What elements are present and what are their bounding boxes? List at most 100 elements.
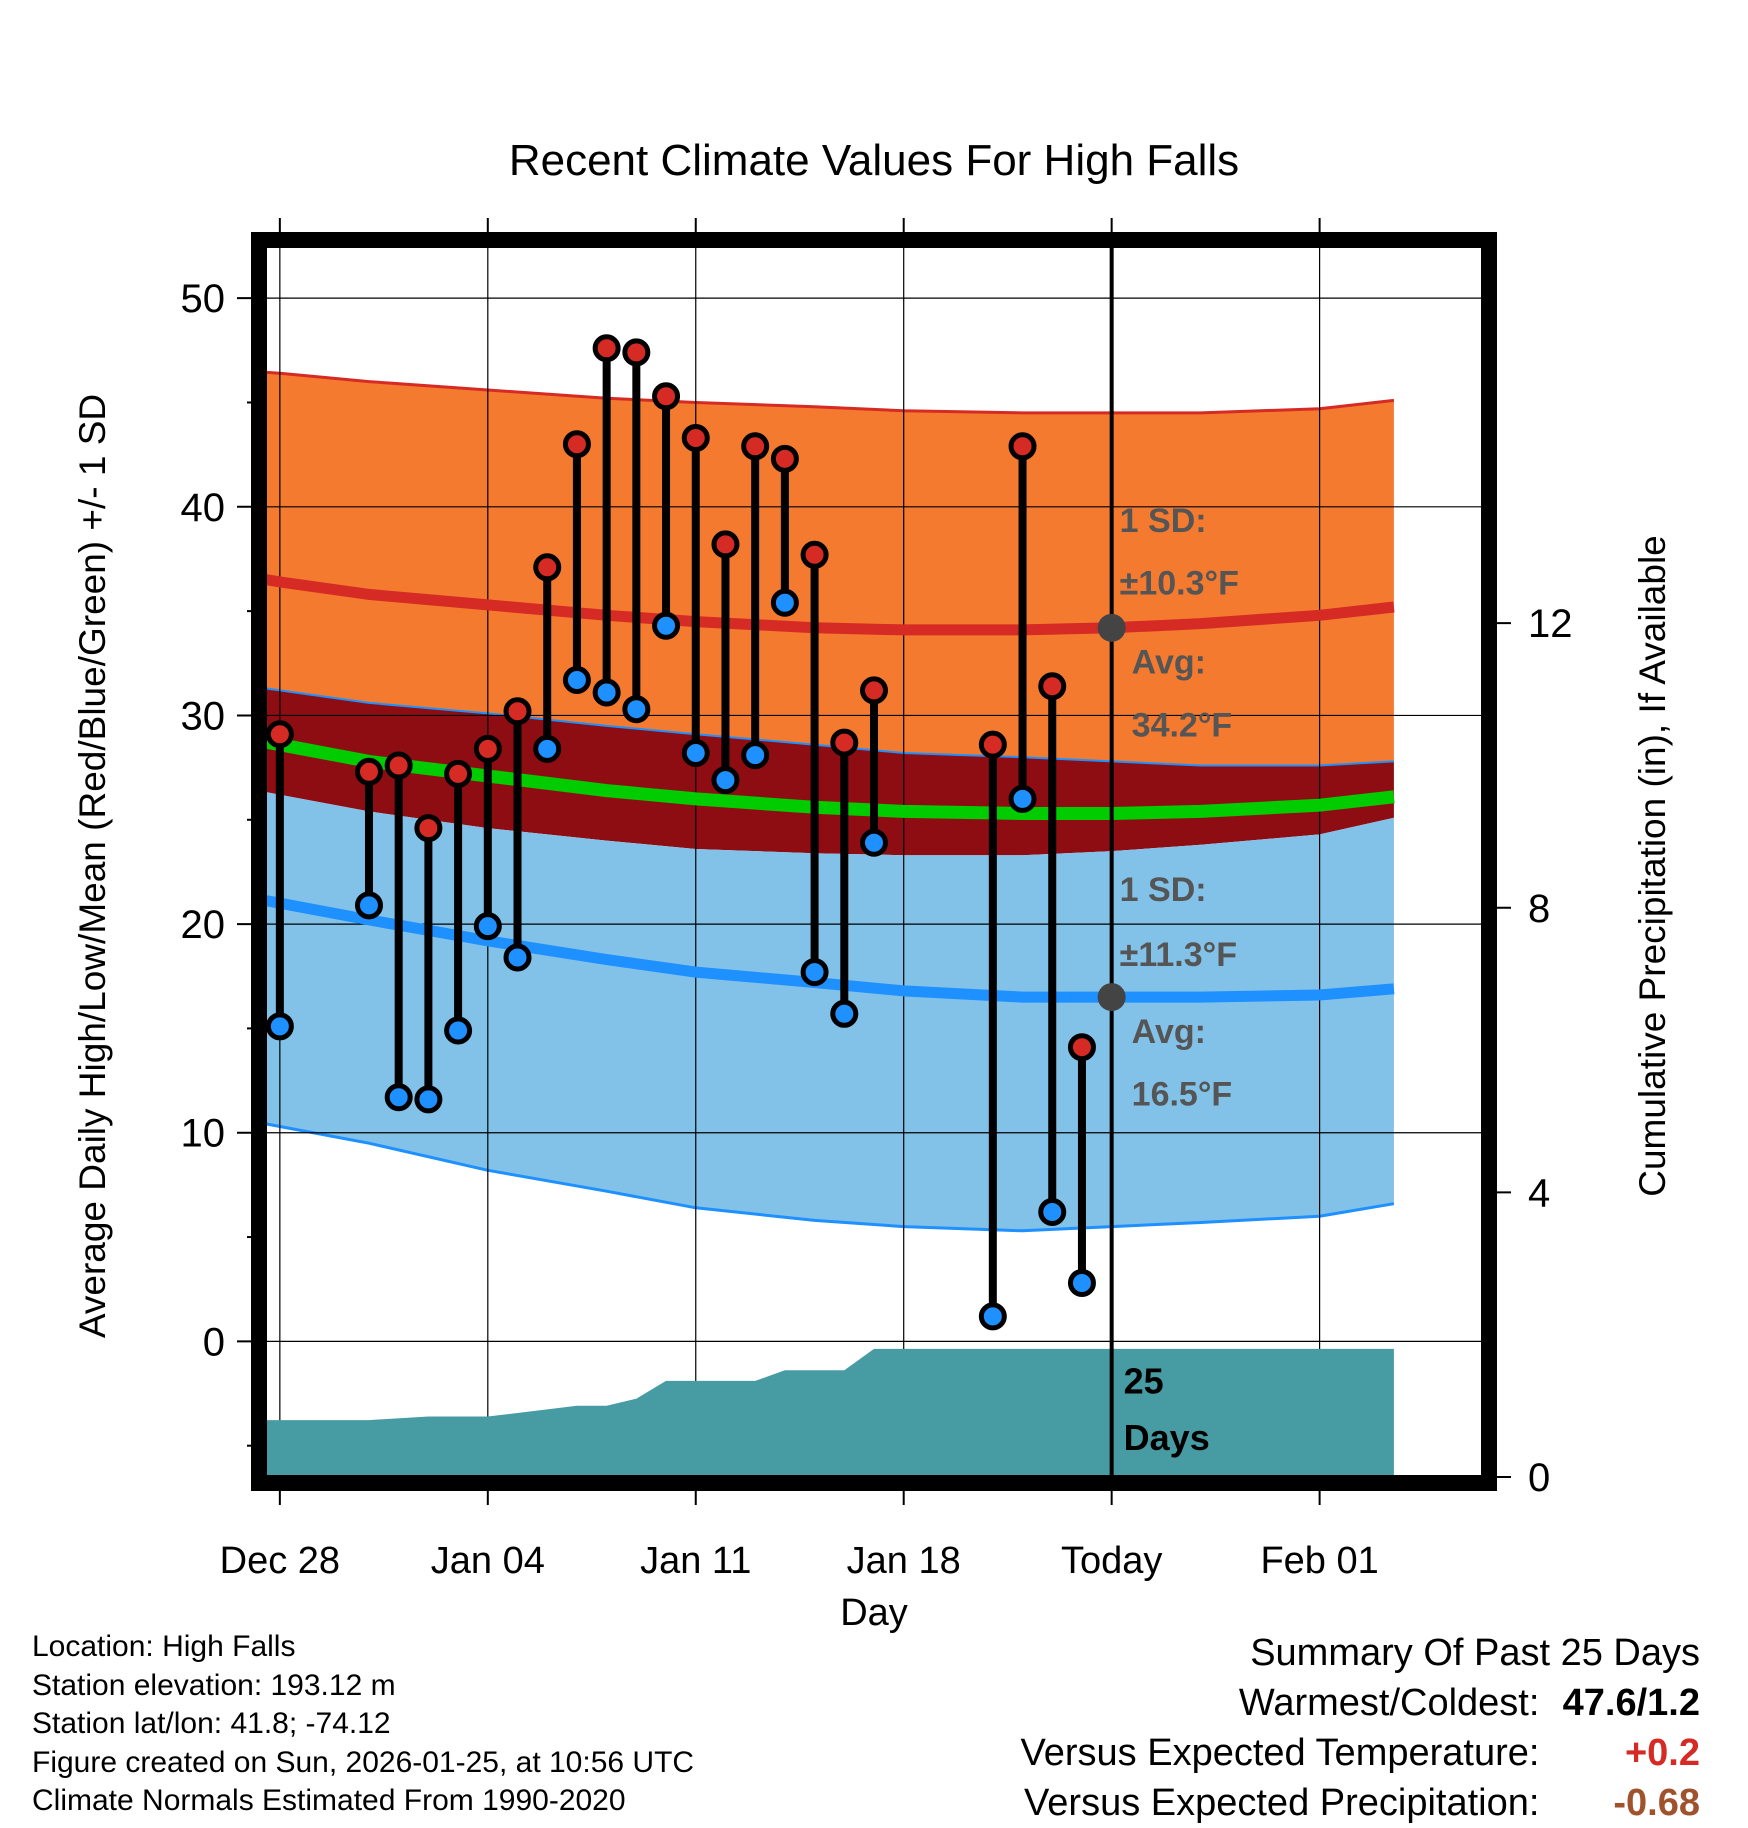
warmest-value: 47.6/1.2 (1562, 1682, 1700, 1724)
precipitation-area (265, 1348, 1394, 1477)
y-right-tick-label: 0 (1528, 1456, 1550, 1500)
obs-high-marker (562, 430, 591, 459)
obs-low-marker (533, 734, 562, 763)
obs-low-marker (444, 1016, 473, 1045)
obs-high-marker (830, 728, 859, 757)
obs-high-marker (384, 751, 413, 780)
y-axis-right-label: Cumulative Precipitation (in), If Availa… (1632, 535, 1673, 1197)
low-avg-value: 16.5°F (1132, 1076, 1233, 1114)
x-tick-label: Jan 04 (431, 1540, 545, 1582)
obs-low-marker (770, 588, 799, 617)
elevation-text: Station elevation: 193.12 m (32, 1668, 396, 1702)
obs-high-marker (622, 338, 651, 367)
obs-low-marker (1008, 784, 1037, 813)
high-avg-value: 34.2°F (1132, 706, 1233, 744)
obs-high-marker (592, 334, 621, 363)
low-sd-label: 1 SD: (1120, 871, 1207, 909)
plot-area: 1 SD: ±10.3°F Avg: 34.2°F 1 SD: ±11.3°F Avg: 16… (209, 246, 1483, 1477)
obs-high-marker (711, 530, 740, 559)
high-sd-label: 1 SD: (1120, 502, 1207, 540)
y-axis-label: Average Daily High/Low/Mean (Red/Blue/Gr… (72, 394, 113, 1338)
y-tick-label: 50 (181, 277, 226, 321)
obs-high-marker (354, 757, 383, 786)
summary-title: Summary Of Past 25 Days (1250, 1632, 1700, 1674)
latlon-text: Station lat/lon: 41.8; -74.12 (32, 1707, 391, 1740)
summary-warmest-row: Warmest/Coldest: 47.6/1.2 (1021, 1678, 1700, 1728)
low-avg-label: Avg: (1132, 1013, 1206, 1051)
obs-high-marker (473, 734, 502, 763)
obs-high-marker (1038, 672, 1067, 701)
x-tick-label: Feb 01 (1260, 1540, 1378, 1582)
today-high-avg-marker (1097, 613, 1126, 642)
chart-title: Recent Climate Values For High Falls (509, 136, 1239, 185)
obs-low-marker (1067, 1268, 1096, 1297)
precip-label: Versus Expected Precipitation: (1024, 1782, 1540, 1824)
obs-high-marker (652, 382, 681, 411)
y-tick-label: 20 (181, 903, 226, 947)
obs-high-marker (444, 759, 473, 788)
days-count: 25 (1124, 1361, 1164, 1402)
y-tick-label: 0 (203, 1320, 225, 1364)
obs-low-marker (414, 1085, 443, 1114)
x-tick-label: Jan 18 (847, 1540, 961, 1582)
obs-low-marker (473, 912, 502, 941)
y-tick-label: 40 (181, 486, 226, 530)
obs-high-marker (1067, 1033, 1096, 1062)
obs-low-marker (622, 695, 651, 724)
obs-low-marker (830, 999, 859, 1028)
obs-high-marker (414, 814, 443, 843)
location-text: Location: High Falls (32, 1630, 296, 1663)
obs-high-marker (800, 540, 829, 569)
obs-high-marker (860, 676, 888, 705)
obs-high-marker (681, 423, 710, 452)
warmest-label: Warmest/Coldest: (1238, 1682, 1540, 1724)
obs-low-marker (681, 739, 710, 768)
precip-value: -0.68 (1613, 1782, 1700, 1824)
high-sd-value: ±10.3°F (1120, 564, 1239, 602)
low-lower-line (265, 1122, 1395, 1233)
low-sd-value: ±11.3°F (1120, 936, 1237, 974)
plot-frame (251, 232, 1497, 1491)
obs-high-marker (770, 444, 799, 473)
temp-value: +0.2 (1624, 1732, 1700, 1774)
obs-high-marker (741, 432, 770, 461)
y-tick-label: 30 (181, 694, 226, 738)
obs-low-marker (265, 1012, 294, 1041)
high-avg-label: Avg: (1132, 644, 1206, 682)
today-low-avg-marker (1097, 983, 1126, 1012)
obs-high-marker (1008, 432, 1037, 461)
obs-low-marker (592, 678, 621, 707)
obs-low-marker (209, 1071, 232, 1094)
obs-low-marker (503, 943, 532, 972)
obs-high-marker (978, 730, 1007, 759)
x-tick-label: Jan 11 (640, 1540, 751, 1582)
y-right-tick-label: 4 (1528, 1171, 1550, 1215)
created-text: Figure created on Sun, 2026-01-25, at 10… (32, 1745, 695, 1779)
y-tick-label: 10 (181, 1112, 226, 1156)
summary-panel: Summary Of Past 25 Days Warmest/Coldest:… (1021, 1628, 1700, 1828)
obs-high-marker (503, 697, 532, 726)
normals-text: Climate Normals Estimated From 1990-2020 (32, 1784, 626, 1817)
obs-low-marker (978, 1302, 1007, 1331)
obs-high-marker (533, 553, 562, 582)
obs-low-marker (652, 611, 681, 640)
station-info: Location: High Falls Station elevation: … (32, 1628, 694, 1821)
temp-label: Versus Expected Temperature: (1020, 1732, 1540, 1774)
obs-low-marker (800, 958, 829, 987)
obs-low-marker (384, 1083, 413, 1112)
obs-low-marker (711, 766, 740, 795)
summary-precip-row: Versus Expected Precipitation: -0.68 (1021, 1778, 1700, 1828)
x-tick-label: Today (1061, 1540, 1162, 1582)
obs-low-marker (741, 741, 770, 770)
obs-high-marker (265, 720, 294, 749)
days-label: Days (1124, 1417, 1210, 1458)
high-upper-line (265, 370, 1395, 415)
x-axis-label: Day (840, 1592, 908, 1634)
obs-low-marker (1038, 1198, 1067, 1227)
obs-low-marker (562, 665, 591, 694)
obs-low-marker (860, 828, 888, 857)
obs-low-marker (354, 891, 383, 920)
axes: 0 10 20 30 40 50 0 4 8 12 Dec 28 Jan 04 Jan 11 Jan 18… (181, 218, 1573, 1582)
y-right-tick-label: 8 (1528, 887, 1550, 931)
